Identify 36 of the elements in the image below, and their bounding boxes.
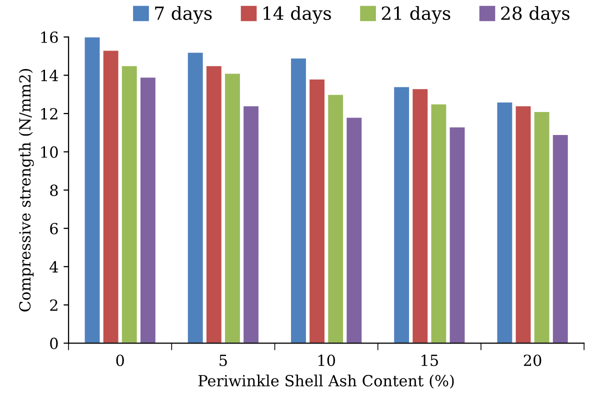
y-tick-label: 6 — [50, 222, 58, 234]
x-tick-label: 5 — [220, 354, 227, 366]
bar — [84, 36, 101, 344]
y-tick-label: 4 — [50, 261, 58, 272]
y-tick-label: 8 — [50, 184, 58, 196]
bar — [206, 65, 222, 344]
y-tick-label: 16 — [41, 31, 58, 44]
bar — [187, 52, 204, 344]
x-tick-label: 0 — [116, 354, 124, 366]
x-tick-label: 20 — [524, 354, 542, 366]
bar — [514, 105, 532, 344]
legend-label: 21 days — [382, 6, 450, 24]
bar — [430, 104, 448, 344]
bar — [552, 134, 569, 344]
x-tick-label: 15 — [422, 354, 438, 366]
legend-label: 7 days — [155, 6, 212, 24]
bar — [448, 126, 466, 344]
legend-label: 14 days — [264, 6, 331, 24]
legend-label: 28 days — [501, 6, 570, 24]
bar — [346, 116, 362, 344]
bar — [327, 94, 344, 344]
bar — [534, 111, 550, 344]
y-tick-label: 0 — [50, 338, 58, 350]
x-tick-label: 10 — [318, 354, 336, 366]
bar — [140, 76, 156, 344]
y-tick-label: 12 — [41, 108, 58, 120]
bar — [412, 88, 428, 344]
bar — [496, 102, 513, 344]
y-tick-label: 2 — [50, 299, 58, 311]
x-axis-title: Periwinkle Shell Ash Content (%) — [198, 374, 454, 389]
y-axis-title: Compressive strength (N/mm2) — [18, 69, 34, 312]
y-tick-label: 10 — [41, 146, 58, 158]
bar — [102, 50, 120, 344]
bar — [121, 65, 138, 344]
bar — [393, 86, 410, 344]
y-tick-label: 14 — [41, 70, 58, 82]
